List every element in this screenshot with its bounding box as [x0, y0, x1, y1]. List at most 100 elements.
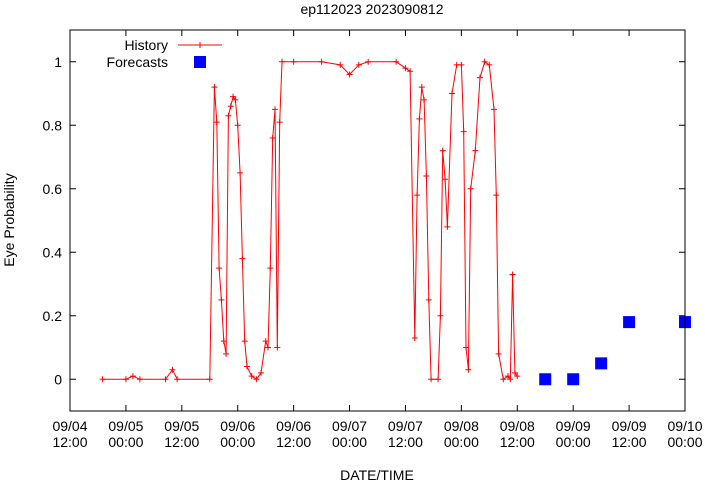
x-tick-label-time: 12:00	[164, 434, 199, 450]
x-tick-label-time: 12:00	[276, 434, 311, 450]
history-point	[493, 192, 500, 199]
x-axis-label: DATE/TIME	[340, 467, 414, 482]
history-point	[136, 376, 143, 383]
history-point	[262, 338, 269, 345]
history-point	[174, 376, 181, 383]
history-point	[449, 90, 456, 97]
history-point	[495, 350, 502, 357]
history-point	[411, 334, 418, 341]
history-point	[444, 223, 451, 230]
y-axis-label: Eye Probability	[1, 173, 17, 266]
history-point	[213, 119, 220, 126]
history-point	[418, 84, 425, 91]
history-point	[241, 338, 248, 345]
x-tick-label-date: 09/10	[667, 418, 702, 434]
legend: History Forecasts	[107, 37, 222, 70]
x-tick-label-date: 09/07	[332, 418, 367, 434]
history-point	[423, 173, 430, 180]
history-point	[414, 192, 421, 199]
chart-title: ep112023 2023090812	[300, 1, 443, 17]
history-point	[244, 363, 251, 370]
history-point	[490, 106, 497, 113]
history-point	[206, 376, 213, 383]
x-tick-label-time: 00:00	[556, 434, 591, 450]
history-point	[442, 176, 449, 183]
history-point	[223, 350, 230, 357]
history-point	[481, 58, 488, 65]
forecast-point	[567, 373, 580, 386]
history-point	[225, 112, 232, 119]
history-point	[122, 376, 129, 383]
history-point	[435, 376, 442, 383]
history-point	[509, 271, 516, 278]
history-point	[227, 103, 234, 110]
history-point	[230, 93, 237, 100]
history-point	[458, 61, 465, 68]
history-point	[220, 338, 227, 345]
history-point	[355, 61, 362, 68]
history-point	[511, 369, 518, 376]
history-point	[129, 373, 136, 380]
history-point	[211, 84, 218, 91]
history-point	[500, 376, 507, 383]
history-point	[248, 373, 255, 380]
y-tick-label: 0.2	[43, 308, 63, 324]
history-point	[258, 369, 265, 376]
forecast-point	[595, 357, 608, 370]
series-layer	[99, 58, 691, 386]
history-point	[437, 312, 444, 319]
forecast-point	[623, 316, 636, 329]
y-tick-label: 1	[54, 54, 62, 70]
history-point	[428, 376, 435, 383]
history-point	[237, 169, 244, 176]
x-tick-label-date: 09/05	[164, 418, 199, 434]
history-point	[278, 58, 285, 65]
history-point	[477, 74, 483, 81]
history-point	[514, 373, 521, 380]
x-tick-label-time: 00:00	[667, 434, 702, 450]
x-tick-label-time: 00:00	[108, 434, 143, 450]
x-tick-label-date: 09/07	[388, 418, 423, 434]
x-axis-ticks: 09/0412:0009/0500:0009/0512:0009/0600:00…	[52, 30, 703, 450]
history-point	[486, 61, 493, 68]
history-point	[267, 265, 274, 272]
y-tick-label: 0	[54, 371, 62, 387]
history-point	[337, 61, 344, 68]
history-point	[416, 115, 423, 122]
history-point	[365, 58, 372, 65]
history-point	[290, 58, 297, 65]
y-tick-label: 0.8	[43, 117, 63, 133]
history-point	[169, 366, 176, 373]
history-line	[102, 61, 518, 381]
x-tick-label-date: 09/06	[276, 418, 311, 434]
history-point	[272, 106, 278, 113]
history-point	[463, 344, 470, 351]
history-point	[99, 376, 106, 383]
x-tick-label-date: 09/09	[612, 418, 647, 434]
x-tick-label-date: 09/05	[108, 418, 143, 434]
x-tick-label-date: 09/09	[556, 418, 591, 434]
x-tick-label-time: 12:00	[500, 434, 535, 450]
history-point	[216, 265, 223, 272]
x-tick-label-date: 09/08	[500, 418, 535, 434]
history-point	[407, 68, 414, 75]
history-point	[318, 58, 325, 65]
history-point	[467, 185, 474, 192]
history-point	[507, 376, 514, 383]
history-point	[269, 134, 276, 141]
history-point	[439, 147, 446, 154]
x-tick-label-date: 09/04	[52, 418, 87, 434]
history-point	[274, 344, 281, 351]
x-tick-label-time: 12:00	[612, 434, 647, 450]
plot-frame	[69, 29, 686, 412]
y-axis-ticks: 0 0.2 0.4 0.6 0.8 1	[43, 54, 685, 387]
history-point	[265, 344, 272, 351]
x-tick-label-time: 12:00	[52, 434, 87, 450]
legend-marker-history	[197, 42, 203, 48]
history-point	[465, 366, 472, 373]
history-point	[232, 96, 239, 103]
history-point	[425, 296, 432, 303]
history-point	[402, 65, 409, 72]
legend-label-forecasts: Forecasts	[107, 54, 168, 70]
